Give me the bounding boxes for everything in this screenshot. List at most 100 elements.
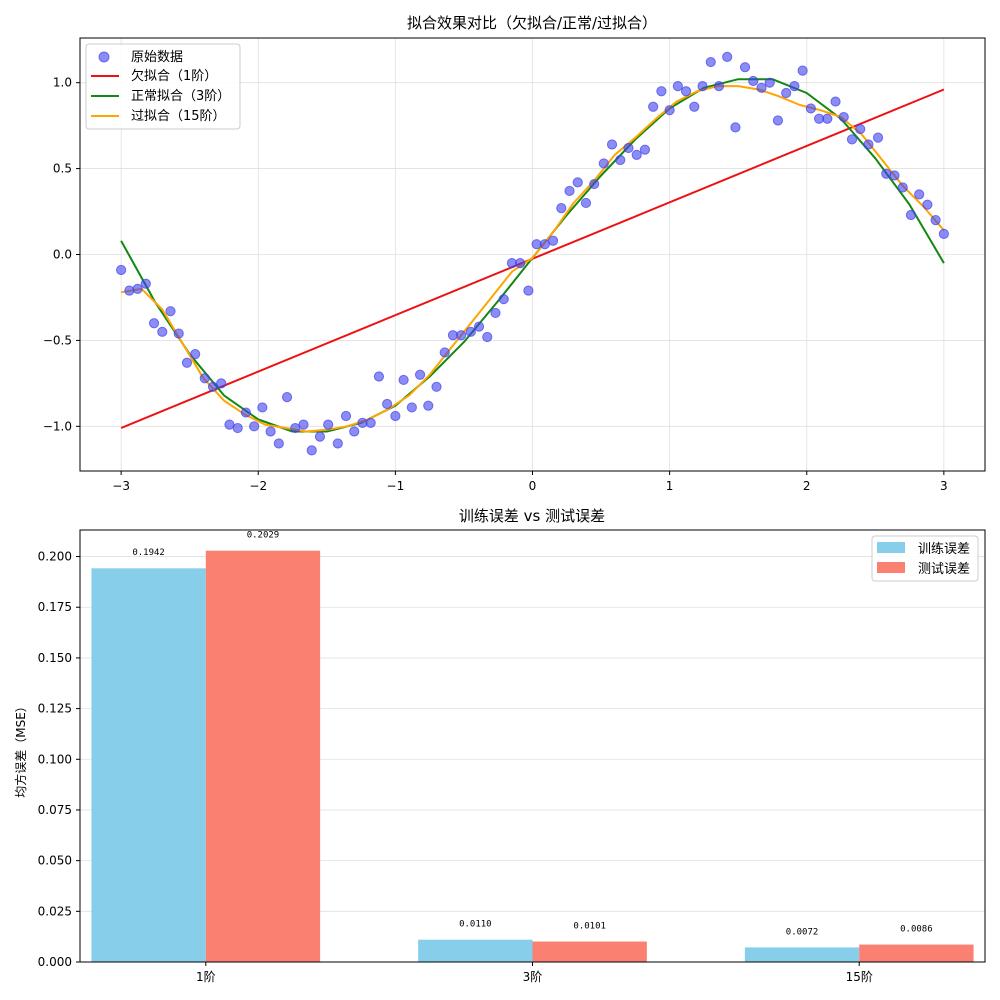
legend-label-train: 训练误差 (918, 542, 970, 557)
scatter-point (116, 264, 127, 276)
scatter-point (216, 378, 227, 389)
bar-value-label: 0.2029 (247, 531, 280, 541)
scatter-point (739, 62, 751, 73)
scatter-point (872, 132, 884, 143)
bottom-y-tick-label: 0.125 (38, 702, 72, 716)
scatter-point (697, 81, 708, 92)
error-comparison-plot: 0.000 0.025 0.050 0.075 0.100 0.125 0.150 0.175… (13, 507, 986, 984)
scatter-point (482, 331, 493, 343)
bottom-y-tick-label: 0.075 (38, 803, 72, 817)
scatter-point (465, 326, 476, 337)
bar-value-label: 0.0086 (900, 924, 933, 934)
scatter-point (181, 357, 193, 368)
scatter-point (382, 398, 393, 410)
scatter-point (805, 103, 816, 114)
test-bar (532, 941, 647, 962)
scatter-point (340, 410, 352, 422)
bar-value-label: 0.1942 (132, 548, 165, 558)
scatter-point (639, 144, 651, 155)
scatter-point (398, 374, 409, 386)
bottom-y-tick-label: 0.175 (38, 600, 72, 614)
bottom-y-axis-label: 均方误差（MSE） (13, 700, 28, 798)
scatter-point (713, 81, 725, 92)
scatter-point (664, 105, 675, 116)
legend-swatch-train (877, 542, 905, 553)
scatter-point (265, 426, 276, 437)
bottom-axes-frame (79, 529, 986, 963)
bottom-ticks: 0.000 0.025 0.050 0.075 0.100 0.125 0.150 0.175… (38, 550, 873, 984)
bottom-chart-title: 训练误差 vs 测试误差 (459, 507, 605, 525)
scatter-point (656, 86, 667, 97)
train-bar (418, 939, 533, 962)
scatter-point (148, 318, 160, 329)
legend-label-underfit: 欠拟合（1阶） (131, 68, 217, 84)
top-y-tick-label: −1.0 (43, 419, 72, 433)
scatter-point (556, 203, 567, 214)
scatter-point (897, 182, 908, 193)
scatter-point (132, 283, 143, 294)
scatter-point (863, 139, 874, 150)
scatter-point (672, 81, 683, 92)
bottom-y-tick-label: 0.050 (38, 854, 72, 868)
scatter-point (439, 347, 450, 358)
scatter-point (855, 123, 866, 135)
fit-comparison-plot: −3 −2 −1 0 1 2 3 −1.0 −0.5 0.0 0.5 1.0 拟合效果对比（欠拟合/正… (43, 14, 986, 493)
top-x-tick-label: −2 (249, 479, 267, 493)
scatter-point (615, 154, 626, 166)
scatter-point (589, 178, 600, 190)
scatter-point (406, 402, 417, 413)
scatter-point (456, 330, 467, 341)
test-bar (205, 550, 321, 962)
scatter-point (580, 197, 592, 209)
scatter-point (772, 115, 784, 126)
test-bar (859, 944, 974, 962)
scatter-point (190, 349, 201, 360)
scatter-point (648, 101, 659, 112)
scatter-point (722, 51, 733, 63)
scatter-point (523, 285, 534, 296)
scatter-point (431, 381, 442, 392)
bottom-x-tick-label: 1阶 (196, 970, 216, 984)
scatter-point (199, 373, 210, 384)
scatter-point (781, 87, 792, 99)
top-x-tick-label: 0 (529, 479, 537, 493)
top-chart-title: 拟合效果对比（欠拟合/正常/过拟合） (407, 14, 657, 32)
top-x-tick-label: −1 (387, 479, 405, 493)
scatter-point (889, 170, 900, 181)
scatter-point (423, 400, 434, 411)
scatter-point (938, 228, 949, 239)
top-x-tick-label: 2 (803, 479, 811, 493)
scatter-point (564, 185, 575, 197)
top-x-tick-label: 3 (940, 479, 948, 493)
scatter-point (373, 371, 385, 382)
scatter-point (756, 82, 767, 93)
top-y-tick-label: 1.0 (53, 76, 72, 90)
scatter-point (349, 426, 360, 437)
scatter-point (598, 158, 609, 169)
bar-value-label: 0.0110 (459, 920, 492, 930)
scatter-point (249, 421, 260, 432)
scatter-point (257, 402, 268, 413)
scatter-point (498, 294, 509, 305)
scatter-point (689, 101, 700, 112)
top-y-tick-label: −0.5 (43, 333, 72, 347)
scatter-point (680, 86, 692, 97)
top-x-tick-label: −3 (112, 479, 130, 493)
scatter-point (930, 215, 941, 226)
legend-label-overfit: 过拟合（15阶） (131, 109, 226, 124)
top-axes-frame (79, 37, 986, 472)
scatter-point (572, 177, 583, 188)
scatter-point (846, 134, 858, 145)
scatter-point (705, 56, 716, 68)
scatter-point (830, 96, 841, 107)
scatter-point (390, 410, 401, 422)
bottom-bars (91, 550, 974, 962)
scatter-point (232, 422, 243, 434)
scatter-point (730, 122, 741, 133)
legend-scatter-marker (98, 51, 110, 63)
scatter-point (490, 307, 501, 319)
top-ticks: −3 −2 −1 0 1 2 3 −1.0 −0.5 0.0 0.5 1.0 (43, 76, 948, 493)
scatter-point (606, 139, 618, 150)
